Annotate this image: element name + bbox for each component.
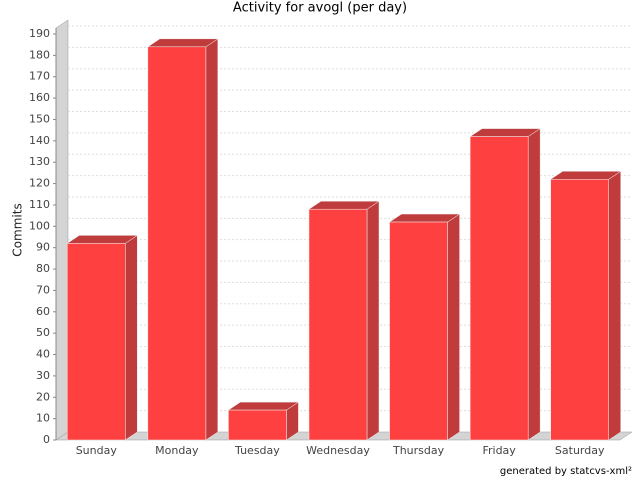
bar-top — [469, 128, 541, 137]
bar — [550, 179, 609, 441]
x-tick-label: Wednesday — [306, 444, 370, 457]
y-tick-label: 20 — [36, 390, 50, 403]
y-tick-label: 110 — [29, 198, 50, 211]
bar-side — [125, 234, 138, 441]
y-tick-label: 30 — [36, 369, 50, 382]
bar-top — [549, 171, 622, 180]
y-tick-label: 180 — [29, 48, 50, 61]
y-tick-label: 50 — [36, 326, 50, 339]
footer: generated by statcvs-xml² — [500, 466, 632, 477]
bar-side — [366, 200, 380, 441]
bar — [67, 243, 126, 441]
bar — [147, 46, 207, 441]
y-tick-label: 80 — [36, 262, 50, 275]
y-tick-label: 10 — [36, 412, 50, 425]
bar — [308, 208, 368, 441]
bar-top — [388, 213, 461, 223]
bar-top — [308, 200, 380, 210]
x-tick-label: Tuesday — [234, 444, 280, 457]
x-tick-label: Saturday — [555, 444, 605, 457]
y-tick-label: 40 — [36, 348, 50, 361]
y-tick-label: 100 — [29, 219, 50, 232]
bar — [228, 409, 287, 441]
bar-side — [205, 38, 219, 441]
y-tick-label: 190 — [29, 27, 50, 40]
x-tick-label: Monday — [155, 444, 199, 457]
x-tick-label: Sunday — [76, 444, 118, 457]
y-tick-label: 60 — [36, 305, 50, 318]
y-tick-label: 150 — [29, 112, 50, 125]
y-tick-label: 170 — [29, 70, 50, 83]
x-tick-label: Friday — [482, 444, 516, 457]
y-tick-label: 140 — [29, 134, 50, 147]
y-tick-label: 0 — [43, 433, 50, 446]
x-tick-label: Thursday — [392, 444, 445, 457]
y-tick-label: 70 — [36, 283, 50, 296]
bar-top — [147, 38, 219, 48]
y-tick-label: 120 — [29, 177, 50, 190]
bar-side — [527, 128, 541, 441]
y-axis-label: Commits — [11, 203, 25, 256]
y-tick-label: 90 — [36, 241, 50, 254]
y-tick-label: 130 — [29, 155, 50, 168]
bar-top — [66, 235, 139, 244]
left-wall — [55, 19, 69, 441]
bar-side — [608, 170, 621, 441]
y-tick-label: 160 — [29, 91, 50, 104]
bar-top — [227, 401, 300, 411]
bar — [469, 136, 529, 441]
bar-side — [447, 213, 460, 441]
bar — [389, 221, 448, 441]
chart-title: Activity for avogl (per day) — [233, 1, 407, 16]
